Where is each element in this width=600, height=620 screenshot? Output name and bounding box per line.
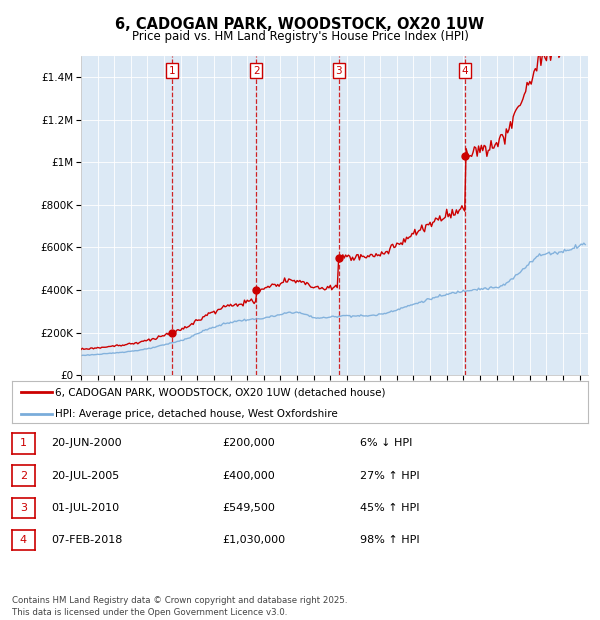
Text: 6, CADOGAN PARK, WOODSTOCK, OX20 1UW: 6, CADOGAN PARK, WOODSTOCK, OX20 1UW: [115, 17, 485, 32]
Text: 4: 4: [461, 66, 469, 76]
Text: 20-JUN-2000: 20-JUN-2000: [51, 438, 122, 448]
Text: 2: 2: [20, 471, 27, 480]
Text: 20-JUL-2005: 20-JUL-2005: [51, 471, 119, 480]
Text: 07-FEB-2018: 07-FEB-2018: [51, 535, 122, 545]
Text: 3: 3: [20, 503, 27, 513]
Text: £549,500: £549,500: [222, 503, 275, 513]
Text: 2: 2: [253, 66, 260, 76]
Text: 45% ↑ HPI: 45% ↑ HPI: [360, 503, 419, 513]
Text: HPI: Average price, detached house, West Oxfordshire: HPI: Average price, detached house, West…: [55, 409, 338, 419]
Text: 1: 1: [20, 438, 27, 448]
Text: 4: 4: [20, 535, 27, 545]
Text: 6% ↓ HPI: 6% ↓ HPI: [360, 438, 412, 448]
Text: 3: 3: [335, 66, 342, 76]
Text: £400,000: £400,000: [222, 471, 275, 480]
Text: 01-JUL-2010: 01-JUL-2010: [51, 503, 119, 513]
Text: 6, CADOGAN PARK, WOODSTOCK, OX20 1UW (detached house): 6, CADOGAN PARK, WOODSTOCK, OX20 1UW (de…: [55, 388, 386, 397]
Text: £200,000: £200,000: [222, 438, 275, 448]
Text: 1: 1: [169, 66, 175, 76]
Text: Contains HM Land Registry data © Crown copyright and database right 2025.
This d: Contains HM Land Registry data © Crown c…: [12, 596, 347, 617]
Text: Price paid vs. HM Land Registry's House Price Index (HPI): Price paid vs. HM Land Registry's House …: [131, 30, 469, 43]
Text: 27% ↑ HPI: 27% ↑ HPI: [360, 471, 419, 480]
Text: 98% ↑ HPI: 98% ↑ HPI: [360, 535, 419, 545]
Text: £1,030,000: £1,030,000: [222, 535, 285, 545]
